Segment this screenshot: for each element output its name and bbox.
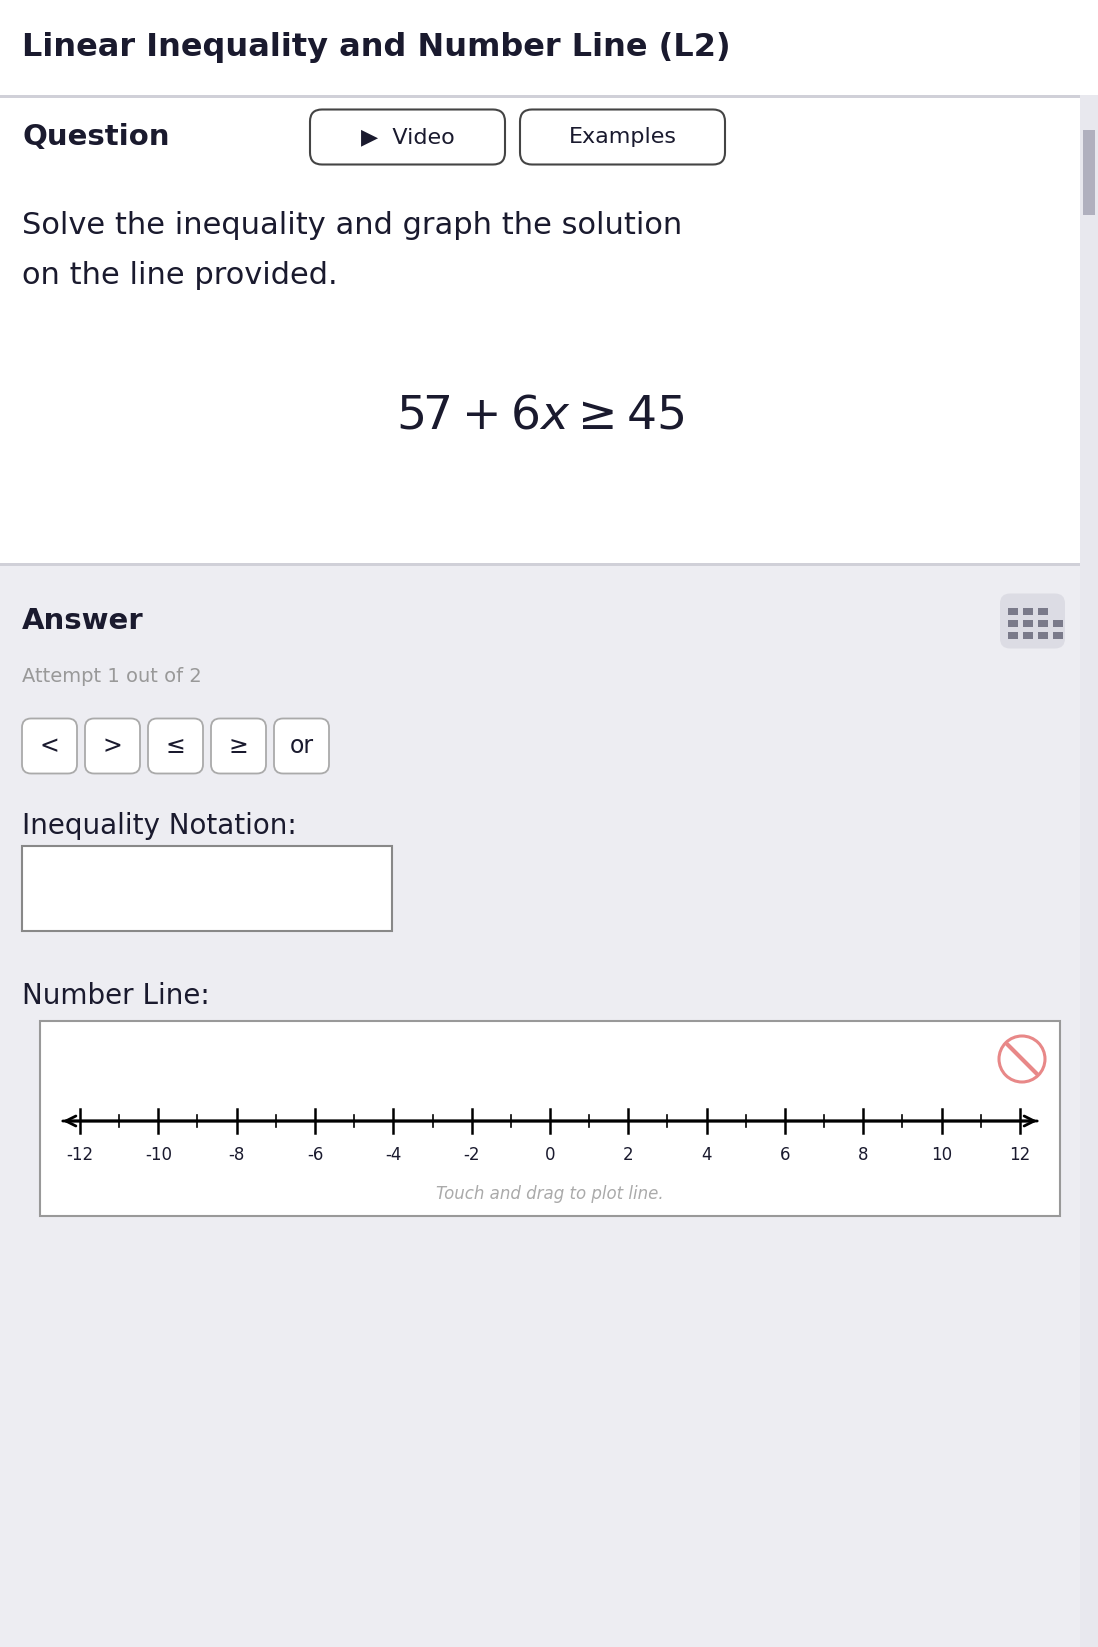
Text: ≤: ≤ bbox=[166, 735, 186, 758]
Bar bbox=[1023, 608, 1033, 614]
FancyBboxPatch shape bbox=[22, 718, 77, 774]
Bar bbox=[1008, 631, 1018, 639]
FancyBboxPatch shape bbox=[148, 718, 203, 774]
Bar bbox=[1008, 619, 1018, 626]
Text: Number Line:: Number Line: bbox=[22, 982, 210, 1010]
FancyBboxPatch shape bbox=[85, 718, 141, 774]
Bar bbox=[1008, 608, 1018, 614]
Circle shape bbox=[999, 1036, 1045, 1082]
Text: 2: 2 bbox=[623, 1146, 634, 1164]
Text: $57 + 6x \geq 45$: $57 + 6x \geq 45$ bbox=[395, 394, 684, 438]
Bar bbox=[0, 563, 1080, 567]
Bar bbox=[0, 99, 1080, 176]
Text: Answer: Answer bbox=[22, 608, 144, 636]
Text: -8: -8 bbox=[228, 1146, 245, 1164]
FancyBboxPatch shape bbox=[274, 718, 329, 774]
FancyBboxPatch shape bbox=[211, 718, 266, 774]
Text: 6: 6 bbox=[780, 1146, 791, 1164]
Text: <: < bbox=[40, 735, 59, 758]
FancyBboxPatch shape bbox=[310, 109, 505, 165]
FancyBboxPatch shape bbox=[1000, 593, 1065, 649]
Bar bbox=[1038, 608, 1047, 614]
Bar bbox=[0, 176, 1080, 567]
Text: -12: -12 bbox=[67, 1146, 93, 1164]
Text: Solve the inequality and graph the solution: Solve the inequality and graph the solut… bbox=[22, 211, 682, 240]
Text: 4: 4 bbox=[702, 1146, 712, 1164]
Bar bbox=[1038, 619, 1047, 626]
Bar bbox=[22, 847, 392, 931]
Text: Touch and drag to plot line.: Touch and drag to plot line. bbox=[436, 1184, 664, 1202]
Text: 8: 8 bbox=[858, 1146, 869, 1164]
Text: on the line provided.: on the line provided. bbox=[22, 260, 337, 290]
Text: Attempt 1 out of 2: Attempt 1 out of 2 bbox=[22, 667, 202, 685]
Bar bbox=[1083, 130, 1095, 216]
Bar bbox=[1053, 631, 1063, 639]
Bar bbox=[0, 567, 1080, 1647]
Text: Question: Question bbox=[22, 124, 169, 152]
Text: Linear Inequality and Number Line (L2): Linear Inequality and Number Line (L2) bbox=[22, 31, 730, 63]
Text: 0: 0 bbox=[545, 1146, 556, 1164]
Bar bbox=[1023, 619, 1033, 626]
Text: -4: -4 bbox=[385, 1146, 402, 1164]
FancyBboxPatch shape bbox=[520, 109, 725, 165]
Bar bbox=[1053, 619, 1063, 626]
Text: or: or bbox=[290, 735, 314, 758]
Bar bbox=[1023, 631, 1033, 639]
Text: ≥: ≥ bbox=[228, 735, 248, 758]
Bar bbox=[1080, 96, 1098, 1647]
Bar bbox=[0, 96, 1080, 99]
Bar bbox=[1038, 631, 1047, 639]
Text: Inequality Notation:: Inequality Notation: bbox=[22, 812, 296, 840]
Text: 12: 12 bbox=[1009, 1146, 1031, 1164]
Bar bbox=[0, 0, 1098, 96]
Text: Examples: Examples bbox=[569, 127, 676, 147]
Bar bbox=[40, 1021, 1060, 1215]
Text: ▶  Video: ▶ Video bbox=[360, 127, 455, 147]
Text: -10: -10 bbox=[145, 1146, 171, 1164]
Text: -2: -2 bbox=[463, 1146, 480, 1164]
Text: 10: 10 bbox=[931, 1146, 952, 1164]
Text: >: > bbox=[102, 735, 123, 758]
Text: -6: -6 bbox=[306, 1146, 323, 1164]
